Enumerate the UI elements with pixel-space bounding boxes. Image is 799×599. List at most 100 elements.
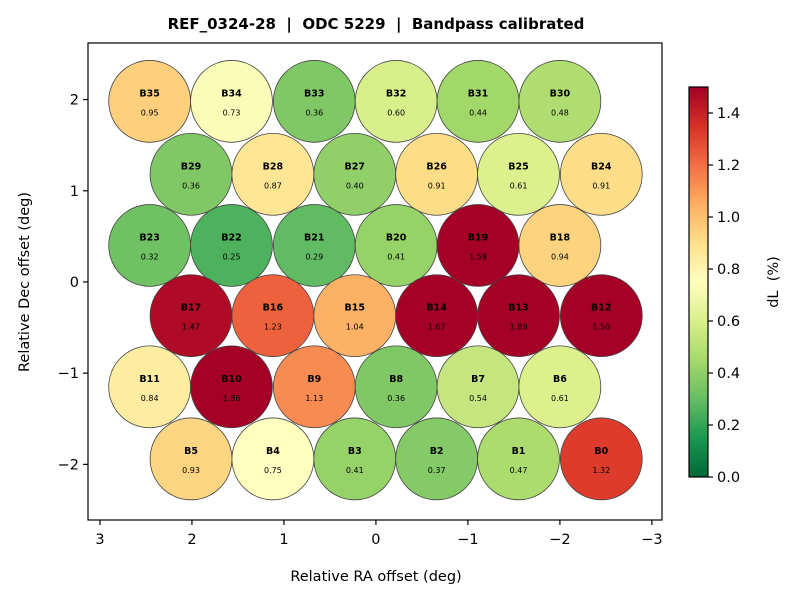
beam-circle — [149, 133, 233, 216]
beam-b27: B27 0.40 — [313, 133, 397, 216]
chart-title: REF_0324-28 | ODC 5229 | Bandpass calibr… — [168, 15, 585, 34]
beam-name-label: B31 — [468, 88, 488, 99]
beam-value-label: 0.91 — [592, 181, 610, 190]
beam-name-label: B10 — [221, 374, 242, 385]
beam-name-label: B1 — [512, 446, 526, 457]
beam-circle — [477, 133, 560, 216]
beam-value-label: 0.32 — [141, 252, 159, 261]
beam-b16: B16 1.23 — [231, 274, 315, 358]
x-tick-label: 3 — [95, 532, 104, 548]
beam-b4: B4 0.75 — [231, 417, 315, 501]
beam-b1: B1 0.47 — [477, 417, 560, 501]
beam-b29: B29 0.36 — [149, 133, 233, 216]
colorbar-label: dL (%) — [766, 256, 782, 308]
beam-name-label: B22 — [221, 232, 241, 243]
beam-name-label: B20 — [386, 232, 407, 243]
beam-b8: B8 0.36 — [354, 345, 438, 429]
beam-name-label: B5 — [184, 446, 198, 457]
beam-markers: B35 0.95 B34 0.73 B33 0.36 B32 0.60 B31 0.44 B30 0.… — [108, 60, 643, 501]
y-tick-label: 2 — [70, 93, 79, 109]
beam-b13: B13 1.89 — [477, 274, 560, 358]
beam-circle — [272, 345, 356, 429]
y-tick-label: 0 — [70, 275, 79, 291]
beam-circle — [395, 274, 478, 358]
beam-value-label: 0.94 — [551, 252, 569, 261]
beam-b3: B3 0.41 — [313, 417, 397, 501]
beam-name-label: B2 — [430, 446, 444, 457]
beam-name-label: B13 — [508, 303, 528, 314]
beam-circle — [518, 204, 602, 287]
beam-value-label: 0.60 — [387, 108, 405, 117]
x-axis: 3 2 1 0 −1 −2 −3 — [95, 520, 663, 548]
beam-circle — [231, 274, 315, 358]
beam-circle — [354, 345, 438, 429]
beam-name-label: B16 — [263, 303, 284, 314]
beam-circle — [395, 417, 478, 501]
beam-circle — [231, 417, 315, 501]
beam-name-label: B9 — [307, 374, 321, 385]
beam-circle — [518, 345, 602, 429]
beam-b9: B9 1.13 — [272, 345, 356, 429]
beam-b18: B18 0.94 — [518, 204, 602, 287]
beam-circle — [190, 204, 273, 287]
beam-value-label: 0.36 — [182, 181, 200, 190]
beam-circle — [559, 274, 643, 358]
beam-name-label: B0 — [594, 446, 608, 457]
beam-value-label: 1.04 — [346, 323, 364, 332]
beam-value-label: 1.47 — [182, 323, 200, 332]
beam-b21: B21 0.29 — [272, 204, 356, 287]
beam-name-label: B15 — [345, 303, 365, 314]
x-tick-label: 0 — [371, 532, 380, 548]
beam-circle — [395, 133, 478, 216]
beam-name-label: B27 — [345, 161, 365, 172]
x-axis-label: Relative RA offset (deg) — [290, 569, 461, 585]
colorbar-tick-label: 1.4 — [717, 106, 740, 122]
beam-circle — [108, 204, 191, 287]
beam-name-label: B32 — [386, 88, 406, 99]
beam-value-label: 0.61 — [551, 394, 569, 403]
beam-b17: B17 1.47 — [149, 274, 233, 358]
beam-b23: B23 0.32 — [108, 204, 191, 287]
beam-name-label: B18 — [550, 232, 571, 243]
beam-value-label: 0.41 — [346, 466, 364, 475]
beam-b25: B25 0.61 — [477, 133, 560, 216]
beam-value-label: 0.36 — [305, 108, 323, 117]
beam-circle — [313, 274, 397, 358]
beam-circle — [272, 204, 356, 287]
beam-value-label: 1.23 — [264, 323, 282, 332]
beam-value-label: 0.93 — [182, 466, 200, 475]
y-tick-label: 1 — [70, 184, 79, 200]
beam-value-label: 0.95 — [141, 108, 159, 117]
beam-name-label: B35 — [139, 88, 159, 99]
beam-name-label: B34 — [221, 88, 242, 99]
beam-circle — [272, 60, 356, 143]
beam-circle — [436, 345, 520, 429]
beam-name-label: B3 — [348, 446, 362, 457]
beam-circle — [436, 204, 520, 287]
beam-value-label: 0.87 — [264, 181, 282, 190]
beam-name-label: B7 — [471, 374, 485, 385]
beam-b6: B6 0.61 — [518, 345, 602, 429]
beam-value-label: 1.86 — [223, 394, 241, 403]
beam-value-label: 1.89 — [510, 323, 528, 332]
colorbar-tick-label: 0.4 — [717, 366, 740, 382]
beam-b19: B19 1.58 — [436, 204, 520, 287]
beam-b32: B32 0.60 — [354, 60, 438, 143]
beam-b35: B35 0.95 — [108, 60, 191, 143]
beam-circle — [313, 133, 397, 216]
beam-name-label: B6 — [553, 374, 567, 385]
beam-name-label: B33 — [304, 88, 324, 99]
y-axis-label: Relative Dec offset (deg) — [17, 192, 33, 372]
beam-value-label: 0.61 — [510, 181, 528, 190]
beam-value-label: 0.40 — [346, 181, 364, 190]
beam-b22: B22 0.25 — [190, 204, 273, 287]
beam-name-label: B24 — [591, 161, 612, 172]
beam-value-label: 1.32 — [592, 466, 610, 475]
beam-value-label: 0.84 — [141, 394, 159, 403]
colorbar-gradient — [688, 86, 709, 478]
beam-value-label: 0.73 — [223, 108, 241, 117]
beam-circle — [190, 60, 273, 143]
x-tick-label: 1 — [279, 532, 288, 548]
beam-name-label: B12 — [591, 303, 611, 314]
beam-circle — [559, 133, 643, 216]
